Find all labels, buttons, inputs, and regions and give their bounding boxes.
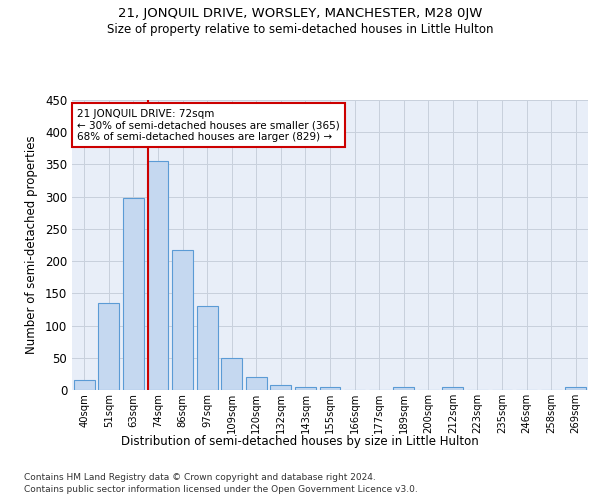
Bar <box>98 303 119 390</box>
Text: 21, JONQUIL DRIVE, WORSLEY, MANCHESTER, M28 0JW: 21, JONQUIL DRIVE, WORSLEY, MANCHESTER, … <box>118 8 482 20</box>
Bar <box>172 250 193 390</box>
Bar <box>565 388 586 390</box>
Text: Contains HM Land Registry data © Crown copyright and database right 2024.: Contains HM Land Registry data © Crown c… <box>24 472 376 482</box>
Bar <box>246 377 267 390</box>
Bar <box>221 358 242 390</box>
Bar <box>442 388 463 390</box>
Text: 21 JONQUIL DRIVE: 72sqm
← 30% of semi-detached houses are smaller (365)
68% of s: 21 JONQUIL DRIVE: 72sqm ← 30% of semi-de… <box>77 108 340 142</box>
Bar <box>320 387 340 390</box>
Bar <box>271 385 292 390</box>
Y-axis label: Number of semi-detached properties: Number of semi-detached properties <box>25 136 38 354</box>
Bar <box>197 306 218 390</box>
Bar <box>148 161 169 390</box>
Text: Distribution of semi-detached houses by size in Little Hulton: Distribution of semi-detached houses by … <box>121 435 479 448</box>
Text: Size of property relative to semi-detached houses in Little Hulton: Size of property relative to semi-detach… <box>107 22 493 36</box>
Bar <box>74 380 95 390</box>
Bar <box>393 388 414 390</box>
Bar <box>123 198 144 390</box>
Text: Contains public sector information licensed under the Open Government Licence v3: Contains public sector information licen… <box>24 485 418 494</box>
Bar <box>295 387 316 390</box>
